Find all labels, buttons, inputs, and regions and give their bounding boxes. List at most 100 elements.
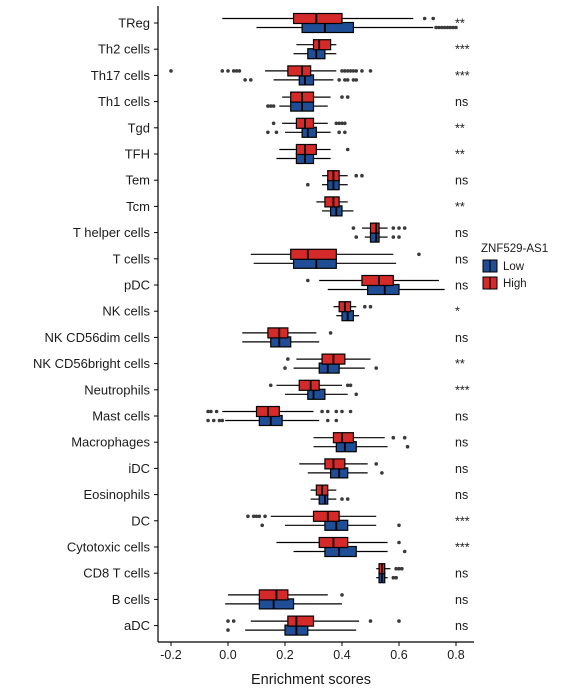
low-outlier <box>451 25 455 30</box>
category-label: iDC <box>128 461 150 476</box>
high-outlier <box>334 121 339 126</box>
significance-label: ns <box>455 174 468 188</box>
significance-label: *** <box>455 383 470 397</box>
significance-label: * <box>455 305 460 319</box>
high-outlier <box>417 252 421 257</box>
high-outlier <box>348 383 353 388</box>
high-box <box>287 65 312 77</box>
low-outlier <box>283 366 287 370</box>
high-outlier <box>402 226 407 230</box>
legend-item: High <box>482 276 527 290</box>
legend-title: ZNF529-AS1 <box>481 243 548 255</box>
high-outlier <box>286 357 290 361</box>
high-outlier <box>345 147 350 152</box>
low-outlier <box>354 392 359 397</box>
low-outlier <box>340 497 344 501</box>
category-label: T helper cells <box>73 225 151 240</box>
high-box <box>298 379 320 391</box>
category-label: B cells <box>112 592 151 607</box>
category-label: Tem <box>125 173 150 188</box>
high-outlier <box>397 226 401 230</box>
low-outlier <box>268 104 273 108</box>
high-outlier <box>320 409 324 414</box>
high-box <box>295 143 317 156</box>
category-row: Tcm ** <box>126 196 465 217</box>
high-outlier <box>237 69 242 73</box>
high-outlier <box>271 121 276 126</box>
high-outlier <box>431 16 436 21</box>
high-outlier <box>391 435 396 440</box>
legend-item: Low <box>482 259 525 273</box>
significance-label: ns <box>455 331 468 345</box>
significance-label: *** <box>455 541 470 555</box>
x-tick-label: -0.2 <box>160 648 182 662</box>
high-outlier <box>220 69 225 73</box>
category-row: Th1 cells ns <box>98 91 468 112</box>
high-outlier <box>325 409 330 414</box>
category-row: Th2 cells *** <box>98 39 470 60</box>
category-label: TFH <box>125 147 150 162</box>
significance-label: ns <box>455 410 468 424</box>
high-outlier <box>348 409 353 414</box>
low-outlier <box>220 418 225 423</box>
low-outlier <box>394 575 398 580</box>
category-row: Mast cells ns <box>92 405 468 427</box>
x-axis-label: Enrichment scores <box>251 672 371 688</box>
x-tick-label: 0.6 <box>390 648 407 662</box>
significance-label: ** <box>455 17 465 31</box>
category-label: Eosinophils <box>84 487 151 502</box>
low-outlier <box>397 523 401 528</box>
high-box <box>267 327 289 339</box>
significance-label: ns <box>455 95 468 109</box>
significance-label: ns <box>455 436 468 450</box>
high-outlier <box>214 409 219 414</box>
low-outlier <box>391 575 396 580</box>
significance-label: ns <box>455 252 468 266</box>
significance-label: *** <box>455 69 470 83</box>
category-label: Th2 cells <box>98 42 151 57</box>
high-outlier <box>340 69 344 73</box>
high-outlier <box>334 409 339 414</box>
high-outlier <box>257 514 262 519</box>
category-row: Cytotoxic cells *** <box>67 536 470 558</box>
low-outlier <box>260 523 265 528</box>
high-outlier <box>343 69 347 73</box>
high-box <box>369 222 380 234</box>
low-outlier <box>437 25 441 30</box>
category-rows: TReg **Th2 cells ***Th17 cells ***Th1 cells… <box>33 12 470 636</box>
category-label: Cytotoxic cells <box>67 540 151 555</box>
high-outlier <box>360 173 364 178</box>
high-outlier <box>368 304 373 309</box>
x-tick-label: 0.2 <box>276 648 293 662</box>
category-row: NK cells * <box>102 301 460 322</box>
low-outlier <box>380 471 384 475</box>
x-tick-label: 0.8 <box>447 648 464 662</box>
category-row: T cells ns <box>113 248 468 269</box>
category-row: NK CD56bright cells ** <box>33 353 465 374</box>
low-outlier <box>306 182 310 187</box>
high-outlier <box>231 619 236 623</box>
category-row: Tem ns <box>125 170 468 191</box>
category-row: T helper cells ns <box>73 222 468 243</box>
high-outlier <box>354 69 359 73</box>
low-outlier <box>271 104 276 108</box>
high-outlier <box>343 121 347 126</box>
high-outlier <box>363 304 367 309</box>
high-outlier <box>226 69 230 73</box>
low-outlier <box>243 78 247 82</box>
category-row: TFH ** <box>125 143 465 165</box>
category-row: Tgd ** <box>128 117 465 138</box>
high-outlier <box>340 409 344 414</box>
high-outlier <box>263 514 267 519</box>
category-row: NK CD56dim cells ns <box>45 327 468 348</box>
low-outlier <box>439 25 444 30</box>
legend-label: Low <box>503 261 525 273</box>
low-outlier <box>345 78 350 82</box>
high-outlier <box>254 514 259 519</box>
low-outlier <box>337 78 341 82</box>
high-outlier <box>226 619 230 623</box>
low-outlier <box>445 25 450 30</box>
high-box <box>324 196 340 208</box>
significance-label: ** <box>455 200 465 214</box>
